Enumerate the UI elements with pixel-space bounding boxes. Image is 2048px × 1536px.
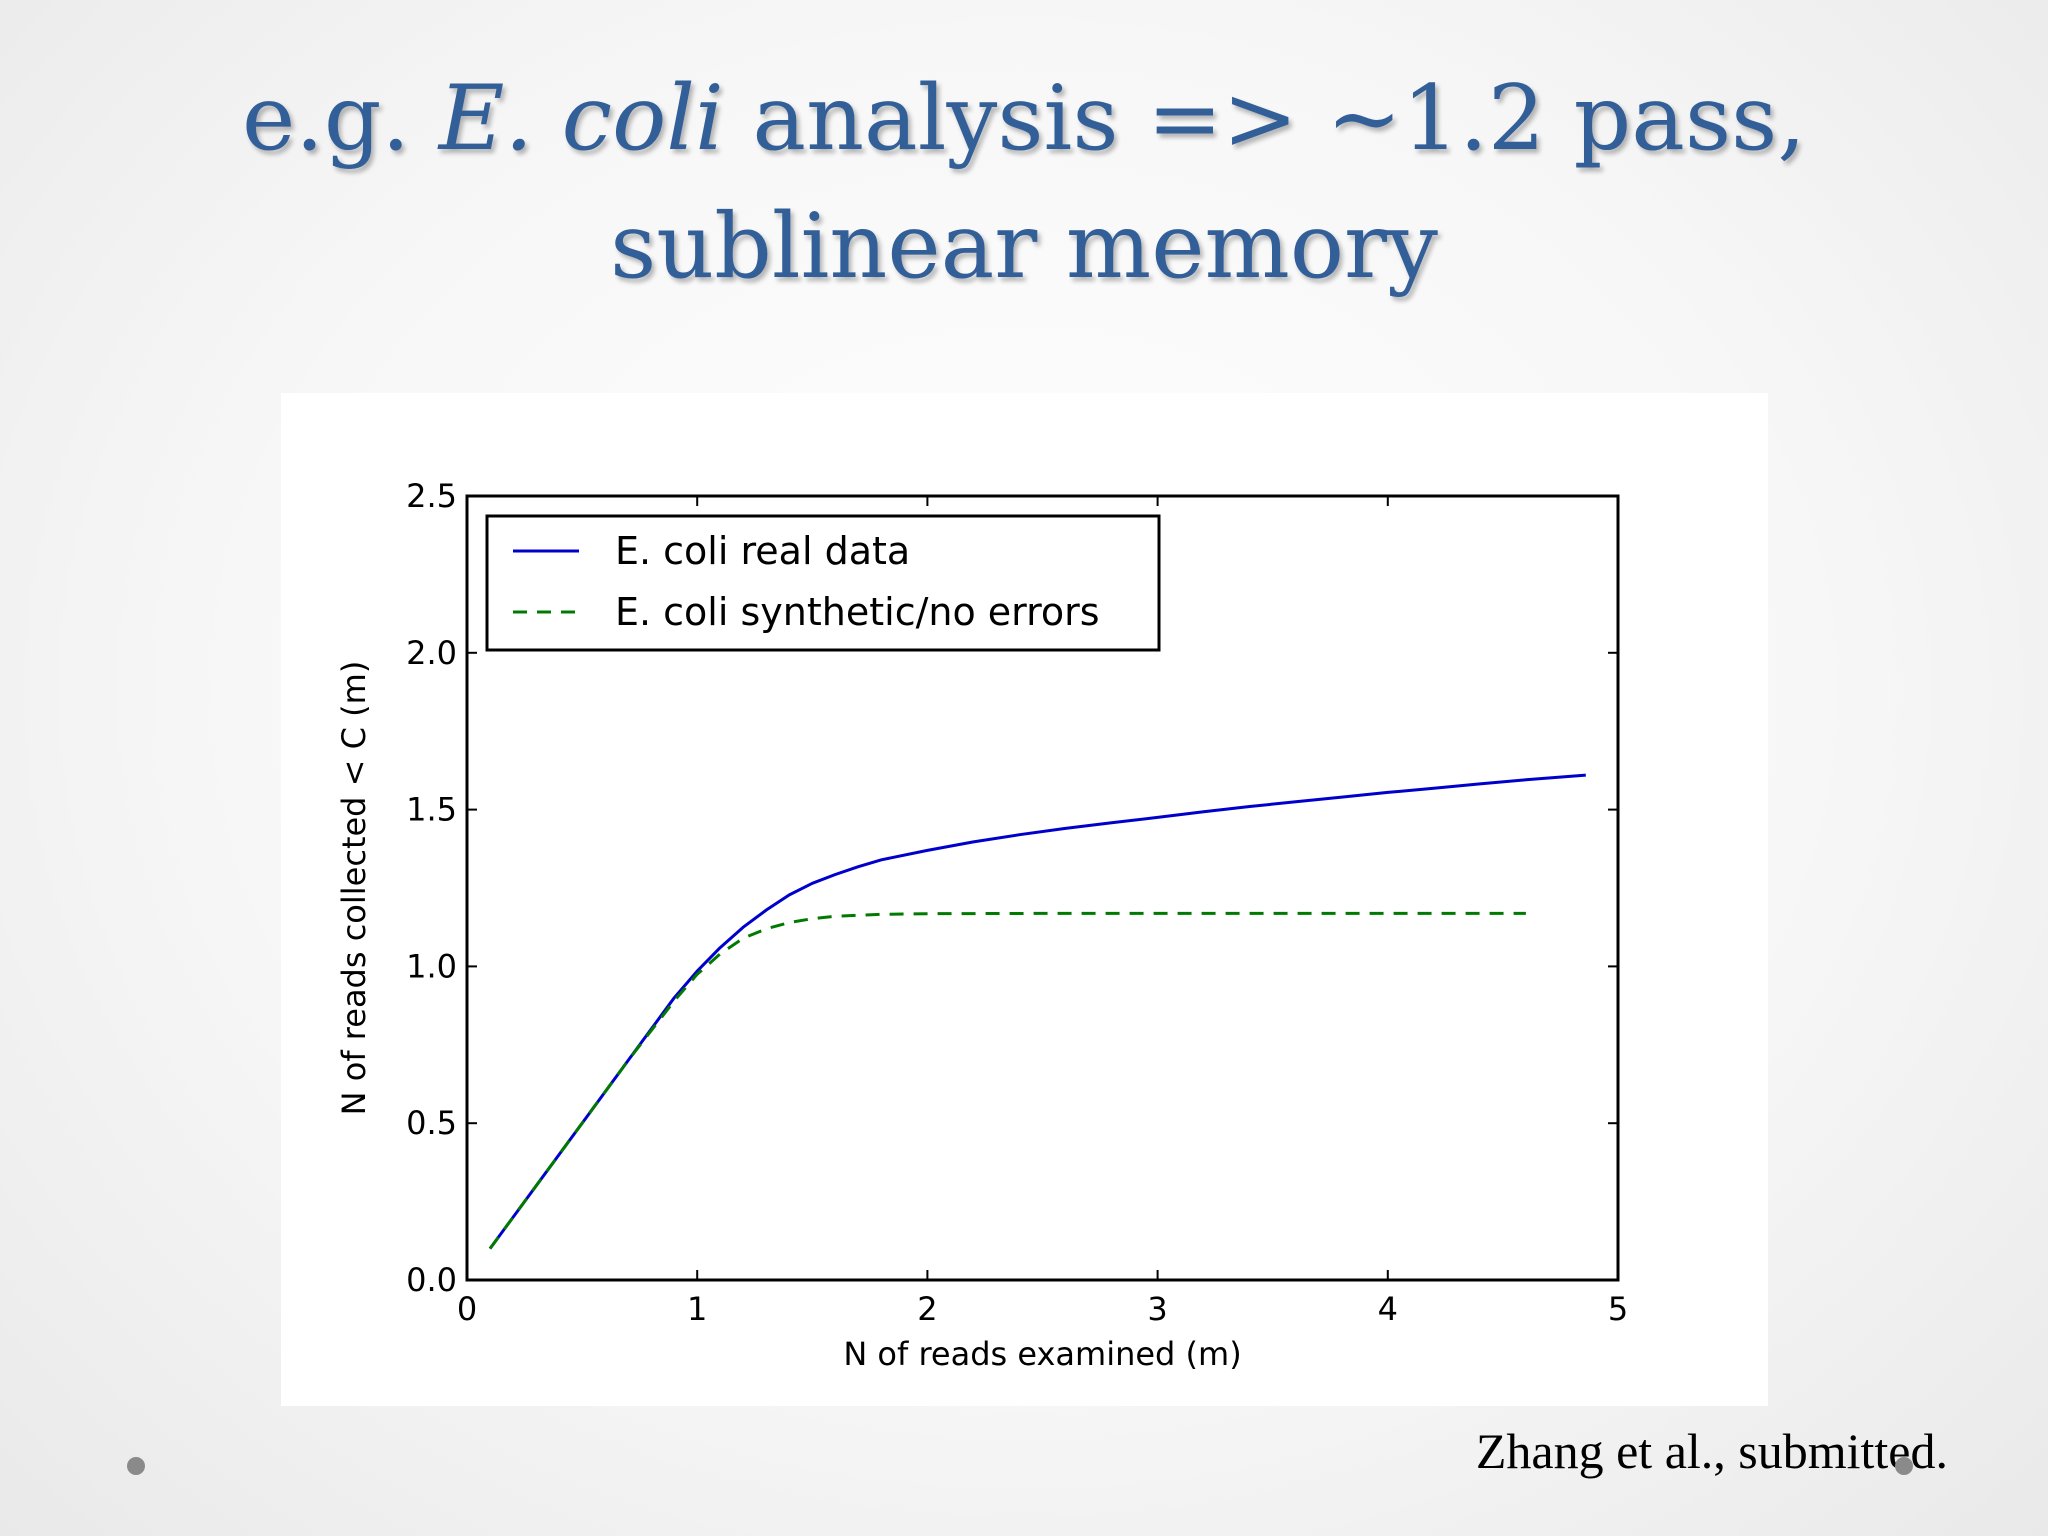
x-tick-label: 1 <box>687 1290 707 1328</box>
chart-legend: E. coli real data E. coli synthetic/no e… <box>485 514 1161 652</box>
x-tick-label: 2 <box>917 1290 937 1328</box>
chart-panel: 0 1 2 3 4 5 0.0 0.5 1.0 1.5 2.0 2.5 N of reads exam… <box>281 393 1768 1406</box>
y-tick-label: 2.0 <box>406 634 457 672</box>
x-tick-label: 0 <box>457 1290 477 1328</box>
y-tick-label: 0.0 <box>406 1261 457 1299</box>
plot-frame <box>465 494 1620 1282</box>
legend-label-real-data: E. coli real data <box>615 529 910 573</box>
title-line-2: sublinear memory <box>610 194 1438 299</box>
slide-title: e.g. E. coli analysis => ~1.2 pass, subl… <box>0 55 2048 311</box>
x-tick-label: 3 <box>1147 1290 1167 1328</box>
x-tick-label: 4 <box>1378 1290 1398 1328</box>
x-tick-label: 5 <box>1608 1290 1628 1328</box>
series-line-synthetic <box>488 911 1526 1250</box>
series-lines <box>488 773 1586 1250</box>
y-tick-label: 1.0 <box>406 947 457 985</box>
bullet-dot-left <box>127 1457 145 1475</box>
x-axis-label: N of reads examined (m) <box>843 1335 1241 1373</box>
line-chart: 0 1 2 3 4 5 0.0 0.5 1.0 1.5 2.0 2.5 N of reads exam… <box>335 477 1628 1373</box>
bullet-dot-right <box>1895 1457 1913 1475</box>
y-axis-label: N of reads collected < C (m) <box>335 661 373 1116</box>
citation: Zhang et al., submitted. <box>1475 1423 1948 1479</box>
legend-label-synthetic: E. coli synthetic/no errors <box>615 590 1100 634</box>
title-line-1: e.g. E. coli analysis => ~1.2 pass, <box>0 55 2048 183</box>
title-prefix: e.g. <box>242 66 439 171</box>
y-tick-label: 2.5 <box>406 477 457 515</box>
tick-labels: 0 1 2 3 4 5 0.0 0.5 1.0 1.5 2.0 2.5 <box>406 477 1628 1328</box>
legend-box <box>485 514 1161 652</box>
title-suffix: analysis => ~1.2 pass, <box>723 66 1806 171</box>
series-line-real-data <box>488 773 1586 1250</box>
y-tick-label: 0.5 <box>406 1104 457 1142</box>
title-organism: E. coli <box>438 66 724 171</box>
y-tick-label: 1.5 <box>406 791 457 829</box>
